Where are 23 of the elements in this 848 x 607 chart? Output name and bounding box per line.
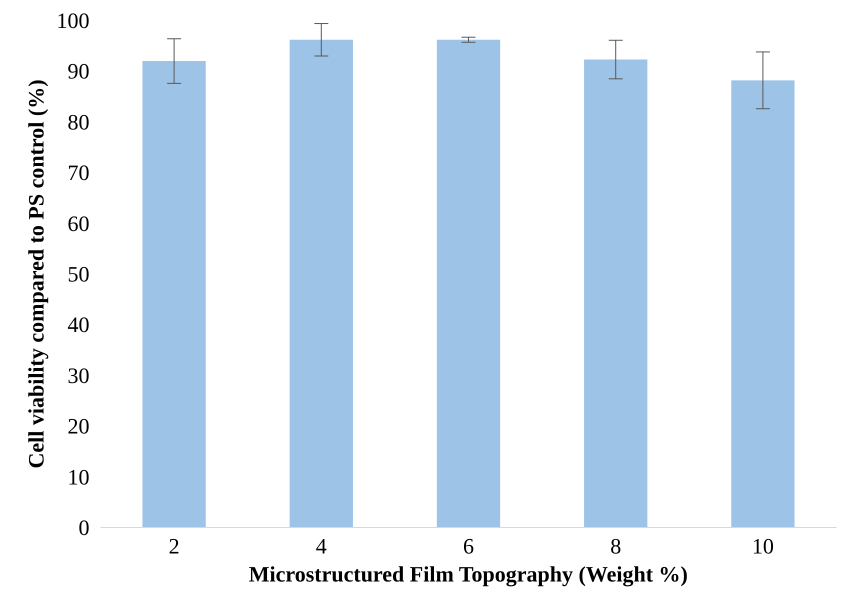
- x-axis-title: Microstructured Film Topography (Weight %): [248, 562, 688, 586]
- y-tick-label: 30: [68, 362, 90, 388]
- x-tick-label: 2: [168, 534, 180, 558]
- x-tick-label: 4: [316, 534, 327, 558]
- y-tick-label: 70: [68, 160, 90, 186]
- x-tick-label: 10: [752, 534, 774, 558]
- y-tick-label: 20: [68, 414, 90, 439]
- bar: [584, 60, 648, 528]
- x-tick-label: 8: [610, 534, 622, 558]
- y-tick-label: 50: [68, 262, 90, 286]
- y-axis-title: Cell viability compared to PS control (%): [24, 79, 48, 469]
- y-tick-label: 0: [78, 515, 90, 540]
- y-tick-label: 80: [68, 109, 90, 134]
- x-tick-label: 6: [463, 534, 474, 558]
- y-tick-label: 10: [68, 464, 90, 490]
- bar: [142, 61, 206, 528]
- y-tick-label: 100: [56, 8, 90, 33]
- bar: [731, 80, 795, 528]
- y-tick-label: 60: [68, 210, 90, 236]
- y-tick-label: 40: [68, 312, 90, 338]
- bar: [290, 40, 353, 528]
- y-tick-label: 90: [68, 58, 90, 84]
- bar: [436, 40, 500, 528]
